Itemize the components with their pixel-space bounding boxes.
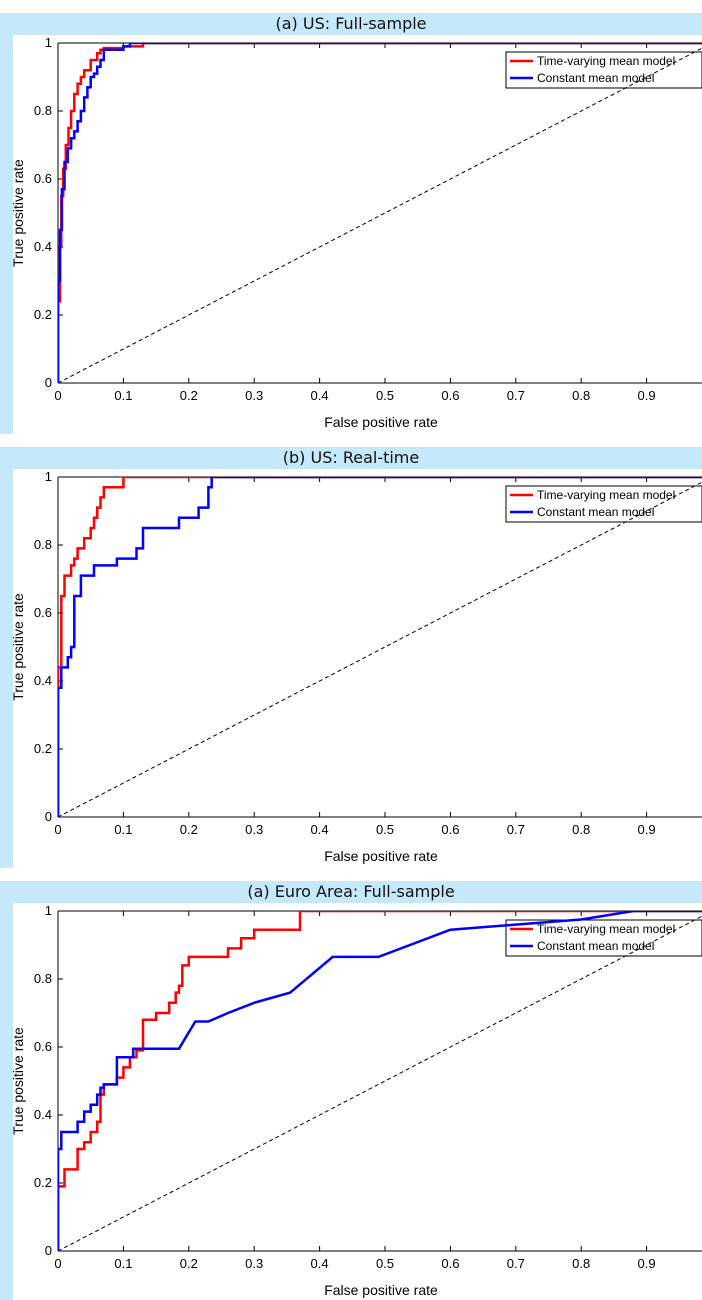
x-tick-label: 0.5: [376, 822, 394, 837]
chart-panel-2: (b) US: Real-time False positive rate Tr…: [0, 434, 702, 868]
x-tick-label: 0: [54, 822, 61, 837]
x-tick-label: 0.1: [114, 388, 132, 403]
y-tick-label: 0.2: [34, 307, 52, 322]
left-bar-2: [0, 469, 13, 868]
x-tick-label: 0.3: [245, 388, 263, 403]
series-line-time-varying: [58, 477, 702, 817]
y-tick-label: 0.4: [34, 1107, 52, 1122]
x-tick-label: 0.5: [376, 1256, 394, 1271]
y-tick-label: 0.2: [34, 741, 52, 756]
chart-title-1: (a) US: Full-sample: [0, 13, 702, 35]
x-tick-label: 0.7: [507, 1256, 525, 1271]
x-axis-label: False positive rate: [324, 1282, 438, 1298]
legend-box: [505, 919, 702, 957]
legend-label-time-varying: Time-varying mean model: [537, 488, 675, 502]
series-line-constant: [58, 43, 702, 383]
y-tick-label: 0.8: [34, 971, 52, 986]
x-tick-label: 0.5: [376, 388, 394, 403]
x-tick-label: 0.2: [180, 388, 198, 403]
x-tick-label: 0.3: [245, 1256, 263, 1271]
x-tick-label: 0.4: [311, 388, 329, 403]
legend-label-constant: Constant mean model: [537, 939, 654, 953]
x-tick-label: 0.1: [114, 1256, 132, 1271]
y-tick-label: 1: [45, 469, 52, 484]
chart-1: False positive rate True positive rate 0…: [10, 35, 702, 430]
y-tick-label: 1: [45, 903, 52, 918]
y-tick-label: 0.6: [34, 171, 52, 186]
x-tick-label: 0.4: [311, 822, 329, 837]
y-tick-label: 0: [45, 809, 52, 824]
x-tick-label: 0.6: [441, 388, 459, 403]
x-tick-label: 0.7: [507, 388, 525, 403]
y-axis-label: True positive rate: [10, 1027, 26, 1135]
x-tick-label: 0.4: [311, 1256, 329, 1271]
plot-area-1: False positive rate True positive rate 0…: [10, 35, 702, 430]
y-tick-label: 0: [45, 375, 52, 390]
series-line-time-varying: [58, 43, 702, 383]
y-tick-label: 0.4: [34, 239, 52, 254]
legend-box: [505, 485, 702, 523]
y-tick-label: 1: [45, 35, 52, 50]
series-line-time-varying: [58, 911, 702, 1251]
x-tick-label: 0.8: [572, 1256, 590, 1271]
series-line-constant: [58, 911, 702, 1251]
x-tick-label: 0.1: [114, 822, 132, 837]
y-tick-label: 0: [45, 1243, 52, 1258]
y-tick-label: 0.6: [34, 1039, 52, 1054]
y-axis-label: True positive rate: [10, 159, 26, 267]
legend-label-constant: Constant mean model: [537, 71, 654, 85]
plot-area-3: False positive rate True positive rate 0…: [10, 903, 702, 1298]
x-tick-label: 0.2: [180, 1256, 198, 1271]
x-tick-label: 0.2: [180, 822, 198, 837]
legend-label-time-varying: Time-varying mean model: [537, 922, 675, 936]
x-axis-label: False positive rate: [324, 414, 438, 430]
legend-label-constant: Constant mean model: [537, 505, 654, 519]
diagonal-reference-line: [58, 47, 702, 383]
x-tick-label: 0: [54, 388, 61, 403]
chart-panel-1: (a) US: Full-sample False positive rate …: [0, 0, 702, 434]
plot-area-2: False positive rate True positive rate 0…: [10, 469, 702, 864]
x-tick-label: 0.6: [441, 1256, 459, 1271]
y-tick-label: 0.8: [34, 537, 52, 552]
x-tick-label: 0.8: [572, 822, 590, 837]
x-tick-label: 0.9: [638, 822, 656, 837]
y-tick-label: 0.6: [34, 605, 52, 620]
series-line-constant: [58, 477, 702, 817]
x-tick-label: 0.3: [245, 822, 263, 837]
y-tick-label: 0.8: [34, 103, 52, 118]
left-bar-1: [0, 35, 13, 434]
x-tick-label: 0.9: [638, 388, 656, 403]
x-tick-label: 0.9: [638, 1256, 656, 1271]
y-tick-label: 0.4: [34, 673, 52, 688]
chart-3: False positive rate True positive rate 0…: [10, 903, 702, 1298]
left-bar-3: [0, 903, 13, 1300]
x-tick-label: 0: [54, 1256, 61, 1271]
x-tick-label: 0.8: [572, 388, 590, 403]
x-axis-label: False positive rate: [324, 848, 438, 864]
x-tick-label: 0.6: [441, 822, 459, 837]
legend-box: [505, 51, 702, 89]
legend-label-time-varying: Time-varying mean model: [537, 54, 675, 68]
y-tick-label: 0.2: [34, 1175, 52, 1190]
chart-2: False positive rate True positive rate 0…: [10, 469, 702, 864]
chart-title-2: (b) US: Real-time: [0, 447, 702, 469]
diagonal-reference-line: [58, 915, 702, 1251]
y-axis-label: True positive rate: [10, 593, 26, 701]
diagonal-reference-line: [58, 481, 702, 817]
chart-title-3: (a) Euro Area: Full-sample: [0, 881, 702, 903]
chart-panel-3: (a) Euro Area: Full-sample False positiv…: [0, 868, 702, 1300]
x-tick-label: 0.7: [507, 822, 525, 837]
